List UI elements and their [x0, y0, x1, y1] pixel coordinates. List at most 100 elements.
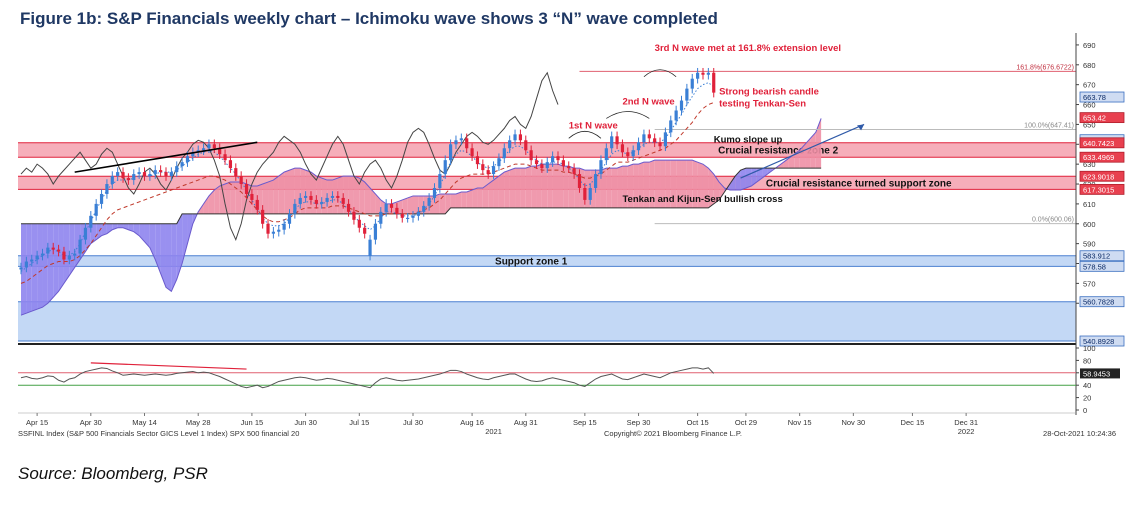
candle-body [508, 140, 512, 149]
kumo-segment [681, 160, 687, 208]
candle-body [89, 215, 93, 228]
kumo-segment [472, 188, 478, 208]
candle-body [185, 156, 190, 163]
kumo-segment [300, 168, 306, 214]
candle-body [309, 195, 313, 200]
kumo-segment [477, 188, 483, 208]
candle-body [529, 150, 533, 161]
candle-body [690, 78, 694, 89]
kumo-segment [171, 223, 177, 292]
kumo-segment [729, 176, 736, 190]
price-tag [1079, 137, 1125, 149]
kumo-segment [536, 164, 542, 208]
kumo-segment [815, 118, 822, 169]
candle-body [142, 172, 147, 177]
kumo-segment [47, 223, 54, 304]
kumo-segment [26, 223, 32, 314]
price-tag-label: 640.7423 [1083, 139, 1114, 148]
zone-band [18, 255, 1076, 267]
candle-body [46, 247, 50, 254]
kumo-cloud-layer [20, 118, 822, 316]
price-tag [1079, 296, 1125, 308]
candle-body [99, 193, 104, 204]
senkou-span-b [21, 167, 822, 225]
fib-label: 161.8%(676.6722) [1016, 64, 1074, 71]
rsi-last-label: 58.9453 [1083, 369, 1110, 378]
candle-body [363, 227, 367, 234]
kumo-segment [268, 180, 274, 214]
time-tick-label: Sep 30 [627, 418, 651, 427]
kumo-segment [203, 195, 209, 214]
kumo-segment [482, 184, 489, 208]
candle-body [121, 172, 125, 179]
kumo-segment [455, 191, 462, 208]
candle-body [636, 142, 641, 151]
price-tag [1079, 112, 1125, 124]
fib-label: 100.0%(647.41) [1024, 123, 1074, 130]
chart-annotation: Kumo slope up [714, 134, 783, 145]
candle-body [126, 178, 130, 181]
price-tag-label: 560.7828 [1083, 298, 1114, 307]
kumo-segment [53, 223, 59, 298]
fib-label: 0.0%(600.06) [1032, 217, 1074, 224]
kumo-segment [31, 223, 38, 312]
candle-body [250, 193, 254, 200]
kijun-sen [20, 102, 714, 284]
time-tick-label: Apr 15 [26, 418, 48, 427]
candle-body [357, 219, 361, 228]
kumo-segment [493, 176, 499, 208]
kumo-segment [364, 182, 371, 214]
time-tick-label: Jun 30 [294, 418, 317, 427]
candle-body [427, 197, 431, 206]
kumo-segment [466, 189, 473, 208]
kumo-segment [235, 182, 242, 214]
annotations-layer: 3rd N wave met at 161.8% extension level… [74, 43, 865, 205]
rsi-tick-label: 40 [1083, 381, 1091, 390]
candle-body [56, 249, 61, 252]
candle-body [261, 209, 265, 224]
kumo-segment [762, 168, 768, 179]
candle-body [148, 174, 152, 177]
kumo-segment [187, 213, 193, 244]
price-tick-label: 590 [1083, 240, 1096, 249]
kumo-segment [525, 166, 532, 208]
time-tick-label: Jul 30 [403, 418, 423, 427]
candle-body [706, 72, 710, 75]
kumo-segment [509, 168, 516, 208]
candle-body [604, 148, 608, 161]
chart-annotation: 2nd N wave [622, 97, 674, 108]
candle-body [207, 144, 211, 149]
figure-title: Figure 1b: S&P Financials weekly chart –… [20, 9, 718, 28]
candle-body [298, 197, 302, 204]
candle-body [94, 203, 98, 216]
candle-body [647, 134, 651, 139]
price-tag-label: 633.4969 [1083, 153, 1114, 162]
candle-body [314, 199, 318, 204]
footer-right: 28-Oct-2021 10:24:36 [1043, 429, 1116, 438]
kumo-segment [117, 223, 124, 228]
candle-body [132, 174, 136, 181]
candle-body [653, 138, 657, 143]
time-tick-label: May 14 [132, 418, 157, 427]
candle-body [19, 267, 23, 270]
candle-body [24, 261, 28, 268]
kumo-segment [740, 168, 746, 190]
candle-body [35, 255, 39, 260]
kumo-segment [155, 223, 161, 274]
kumo-segment [69, 223, 75, 276]
chart-annotation: testing Tenkan-Sen [719, 99, 806, 110]
candle-body [669, 120, 673, 133]
time-tick-label: Aug 31 [514, 418, 538, 427]
candle-body [277, 229, 281, 232]
kumo-segment [563, 166, 569, 208]
candle-body [631, 150, 635, 157]
candle-body [175, 166, 179, 173]
kumo-segment [96, 223, 102, 240]
kumo-segment [289, 168, 295, 214]
kumo-segment [219, 184, 226, 214]
kumo-segment [305, 170, 311, 214]
kumo-segment [353, 176, 360, 214]
zone-label: Crucial resistance turned support zone [766, 178, 952, 189]
candle-body [62, 251, 66, 260]
candle-body [454, 140, 458, 145]
